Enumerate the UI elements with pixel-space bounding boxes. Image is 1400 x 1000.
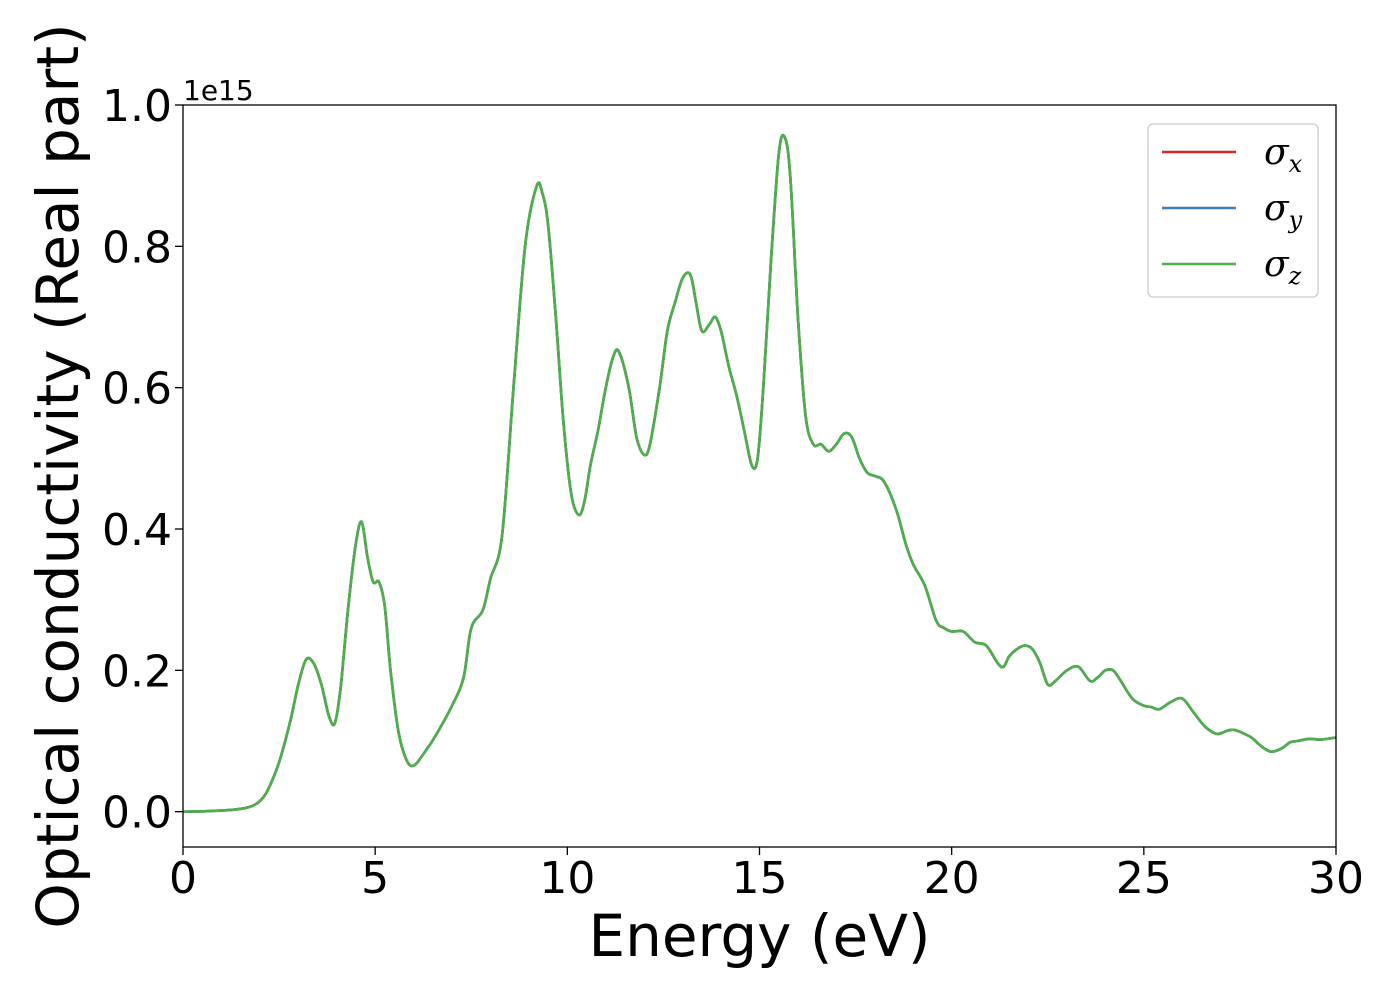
x-tick-label: 0 — [169, 853, 197, 904]
x-tick-label: 30 — [1308, 853, 1364, 904]
series-line-3 — [182, 133, 1337, 813]
legend-label-y: σy — [1264, 188, 1303, 234]
x-tick-label: 15 — [732, 853, 788, 904]
y-tick-label: 0.4 — [102, 505, 172, 556]
x-tick-label: 25 — [1116, 853, 1172, 904]
y-tick-label: 1.0 — [102, 81, 172, 132]
legend: σx σy σz — [1147, 123, 1319, 298]
y-tick-label: 0.8 — [102, 222, 172, 273]
legend-label-z: σz — [1264, 244, 1302, 290]
legend-label-x: σx — [1264, 132, 1303, 178]
x-axis-label: Energy (eV) — [588, 902, 930, 970]
legend-box — [1147, 123, 1319, 298]
x-tick-label: 20 — [924, 853, 980, 904]
y-axis-ticks: 0.0 0.2 0.4 0.6 0.8 1.0 — [102, 81, 183, 839]
x-tick-label: 10 — [539, 853, 595, 904]
y-offset-text: 1e15 — [183, 74, 254, 107]
y-tick-label: 0.0 — [102, 788, 172, 839]
plot-lines — [182, 133, 1337, 813]
y-tick-label: 0.6 — [102, 364, 172, 415]
x-axis-ticks: 0 5 10 15 20 25 30 — [169, 847, 1364, 904]
y-tick-label: 0.2 — [102, 646, 172, 697]
x-tick-label: 5 — [361, 853, 389, 904]
y-axis-label: Optical conductivity (Real part) — [24, 23, 92, 928]
